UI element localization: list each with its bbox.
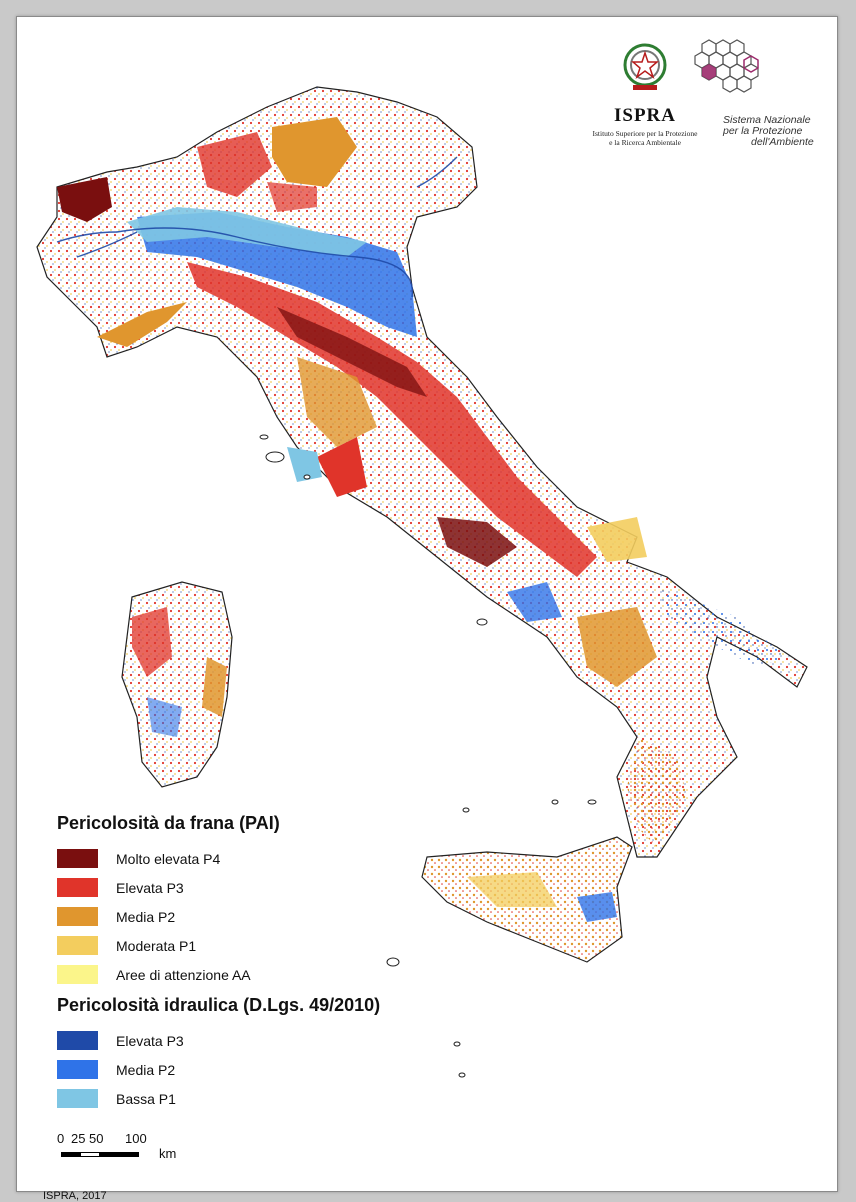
legend-row-frana-p4: Molto elevata P4 (57, 844, 457, 873)
legend-label: Moderata P1 (116, 937, 197, 954)
sicily (421, 836, 633, 963)
scale-segment (61, 1152, 81, 1157)
apulia-blue (657, 587, 787, 667)
legend-label: Bassa P1 (116, 1090, 176, 1107)
small-islands (259, 434, 597, 1078)
ispra-logo: ISPRA Istituto Superiore per la Protezio… (585, 37, 705, 147)
scale-bar: 0 25 50 100 km (57, 1131, 197, 1171)
scale-tick-25: 25 (71, 1131, 86, 1146)
legend-label: Aree di attenzione AA (116, 966, 251, 983)
alps-red-patch (197, 132, 272, 197)
legend-swatch (57, 907, 98, 926)
legend-swatch (57, 878, 98, 897)
ispra-subtitle: Istituto Superiore per la Protezione e l… (585, 129, 705, 147)
alps-orange-patch (272, 117, 357, 187)
snpa-logo: Sistema Nazionale per la Protezione dell… (687, 37, 847, 148)
sardinia (121, 581, 233, 788)
campania-blue (507, 582, 562, 622)
legend-swatch (57, 1089, 98, 1108)
alps-red-patch-2 (267, 182, 317, 212)
map-legend: Pericolosità da frana (PAI) Molto elevat… (57, 813, 457, 1113)
campania-dark (437, 517, 517, 567)
hexagon-network-icon (694, 39, 759, 93)
source-credit: ISPRA, 2017 (43, 1190, 107, 1202)
sardinia-orange-east (202, 657, 227, 717)
legend-row-frana-p2: Media P2 (57, 902, 457, 931)
scale-unit: km (159, 1146, 177, 1161)
legend-swatch (57, 965, 98, 984)
legend-swatch (57, 1031, 98, 1050)
sardinia-red-west (132, 607, 172, 677)
ispra-subtitle-line-2: e la Ricerca Ambientale (609, 138, 681, 147)
snpa-line-2: per la Protezione (723, 125, 803, 137)
map-sheet: ISPRA Istituto Superiore per la Protezio… (16, 16, 838, 1202)
legend-label: Elevata P3 (116, 879, 184, 896)
legend-row-idraulica-p3: Elevata P3 (57, 1026, 457, 1055)
ispra-subtitle-line-1: Istituto Superiore per la Protezione (592, 129, 698, 138)
snpa-line-3: dell'Ambiente (751, 136, 814, 148)
italian-emblem-icon (623, 43, 667, 90)
po-valley-low-zone (127, 207, 367, 257)
legend-label: Elevata P3 (116, 1032, 184, 1049)
legend-row-idraulica-p1: Bassa P1 (57, 1084, 457, 1113)
latium-red (317, 437, 367, 497)
snpa-line-1: Sistema Nazionale (723, 114, 811, 126)
legend-swatch (57, 1060, 98, 1079)
legend-row-frana-aa: Aree di attenzione AA (57, 960, 457, 989)
tuscany-blue (287, 447, 322, 482)
legend-swatch (57, 849, 98, 868)
scale-segment (80, 1152, 100, 1157)
apennine-spine (187, 262, 597, 577)
scale-tick-50: 50 (89, 1131, 104, 1146)
alps-p4-patch (57, 177, 112, 222)
apennine-dark-core (277, 307, 427, 397)
basilicata-orange (577, 607, 657, 687)
legend-frana-title: Pericolosità da frana (PAI) (57, 813, 280, 833)
legend-row-frana-p1: Moderata P1 (57, 931, 457, 960)
calabria-speckle (627, 737, 687, 847)
gargano-orange (587, 517, 647, 562)
sardinia-blue-south (147, 697, 182, 737)
legend-row-frana-p3: Elevata P3 (57, 873, 457, 902)
legend-label: Molto elevata P4 (116, 850, 221, 867)
legend-swatch (57, 936, 98, 955)
hazard-map (36, 86, 808, 1078)
legend-idraulica-title: Pericolosità idraulica (D.Lgs. 49/2010) (57, 995, 381, 1015)
legend-label: Media P2 (116, 908, 176, 925)
tuscany-orange (297, 357, 377, 447)
sicily-yellow (467, 872, 557, 907)
scale-segment (99, 1152, 139, 1157)
sicily-blue-east (577, 892, 617, 922)
ispra-wordmark: ISPRA (613, 105, 676, 126)
scale-tick-100: 100 (125, 1131, 147, 1146)
snpa-wordmark: Sistema Nazionale per la Protezione dell… (723, 115, 843, 148)
legend-label: Media P2 (116, 1061, 176, 1078)
scale-tick-0: 0 (57, 1131, 65, 1146)
rivers (56, 156, 458, 298)
legend-row-idraulica-p2: Media P2 (57, 1055, 457, 1084)
liguria-patch (97, 302, 187, 347)
